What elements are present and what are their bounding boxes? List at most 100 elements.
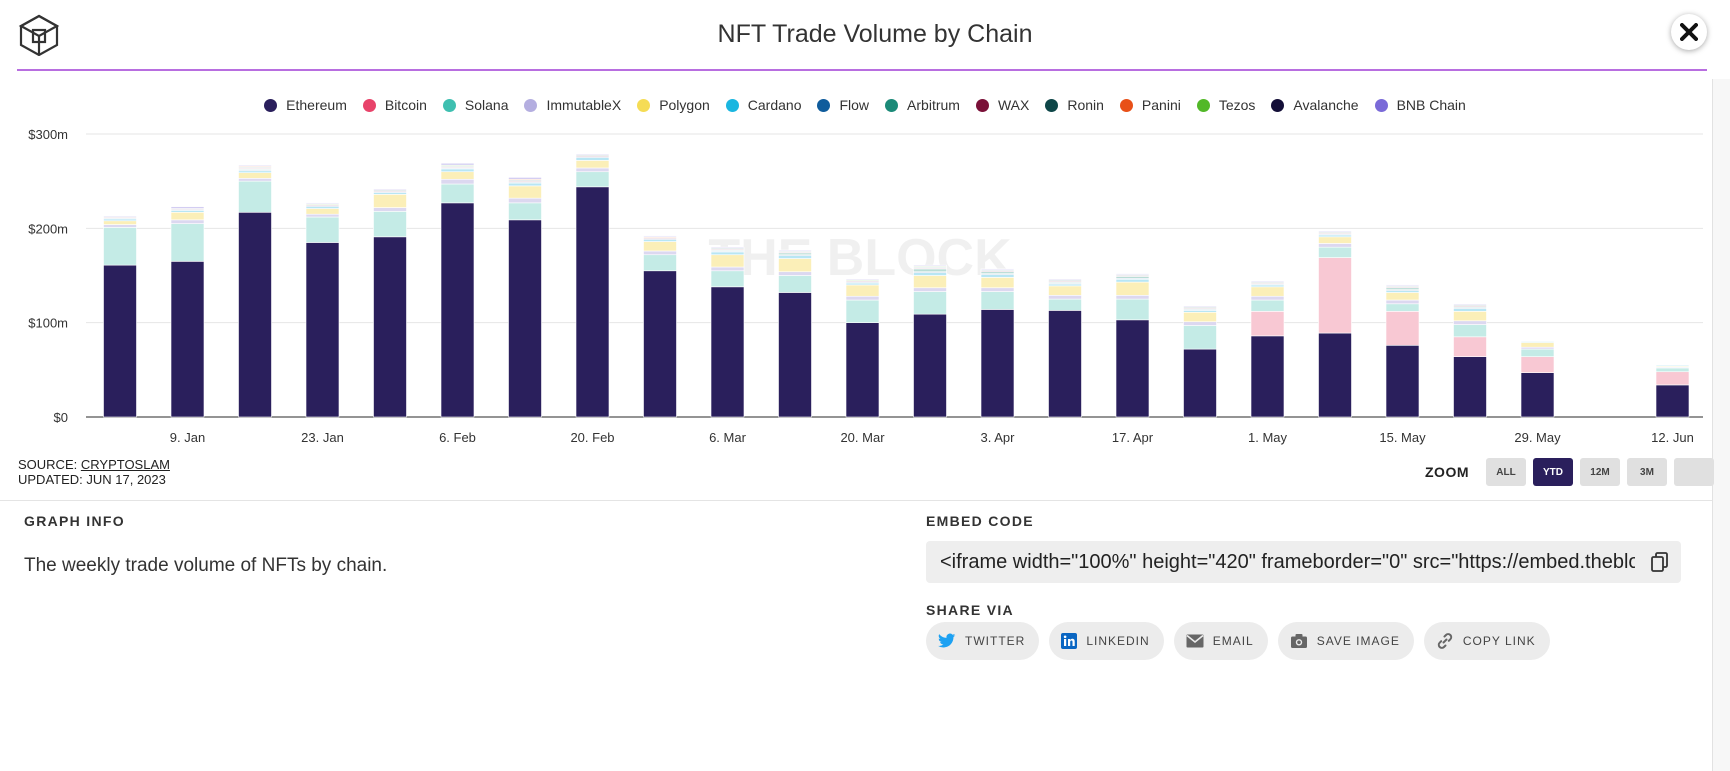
bar-segment-solana: [1048, 298, 1082, 311]
twitter-share-button[interactable]: TWITTER: [926, 622, 1040, 660]
legend-item-flow[interactable]: Flow: [817, 97, 869, 113]
bar-segment-solana: [238, 180, 272, 213]
zoom-3m-button[interactable]: 3M: [1627, 458, 1667, 486]
bar-segment-polygon: [913, 275, 947, 289]
legend-dot: [264, 98, 278, 112]
zoom-controls: ZOOM ALL YTD 12M 3M: [1425, 458, 1714, 486]
bar-segment-ethereum: [980, 309, 1015, 418]
bar-segment-solana: [913, 291, 947, 315]
bar-segment-ethereum: [1183, 348, 1217, 418]
bar-segment-bnb-chain: [170, 206, 205, 209]
bar-segment-polygon: [170, 211, 205, 221]
legend-item-ethereum[interactable]: Ethereum: [264, 97, 347, 113]
legend-dot: [362, 98, 376, 112]
bar-segment-solana: [373, 211, 407, 238]
source-link[interactable]: CRYPTOSLAM: [80, 457, 170, 472]
legend-item-bnb-chain[interactable]: BNB Chain: [1374, 97, 1466, 113]
bar-segment-solana: [170, 223, 205, 262]
legend-item-avalanche[interactable]: Avalanche: [1271, 97, 1359, 113]
bar-segment-solana: [1183, 325, 1217, 350]
legend-item-tezos[interactable]: Tezos: [1196, 97, 1256, 113]
bar-segment-ethereum: [103, 264, 137, 418]
bar-segment-polygon: [305, 208, 340, 215]
bar-segment-immutablex: [373, 207, 407, 212]
bar-segment-cardano: [980, 274, 1015, 278]
bar-segment-immutablex: [1318, 243, 1352, 248]
embed-code-heading: EMBED CODE: [926, 513, 1034, 529]
bar-segment-immutablex: [305, 213, 340, 218]
header: NFT Trade Volume by Chain: [0, 0, 1730, 71]
bar-segment-bnb-chain: [643, 235, 677, 238]
legend-item-arbitrum[interactable]: Arbitrum: [885, 97, 960, 113]
link-icon: [1437, 633, 1453, 649]
legend-item-panini[interactable]: Panini: [1119, 97, 1181, 113]
bar-segment-bitcoin: [1520, 356, 1555, 373]
bar-segment-immutablex: [1183, 321, 1217, 326]
zoom-ytd-button[interactable]: YTD: [1533, 458, 1573, 486]
bar-segment-polygon: [373, 194, 407, 208]
legend-item-ronin[interactable]: Ronin: [1045, 97, 1104, 113]
bar-segment-bnb-chain: [103, 215, 137, 218]
x-tick-label: 9. Jan: [170, 430, 205, 445]
bar-segment-polygon: [1048, 285, 1082, 296]
x-tick-label: 1. May: [1248, 430, 1288, 445]
legend-item-wax[interactable]: WAX: [975, 97, 1029, 113]
bar-segment-polygon: [980, 277, 1015, 289]
bar-segment-solana: [1385, 303, 1420, 312]
bar-segment-immutablex: [1250, 295, 1285, 301]
bar-segment-immutablex: [238, 178, 272, 182]
legend-label: Tezos: [1218, 97, 1256, 113]
bar-segment-cardano: [1655, 364, 1690, 367]
embed-code-text[interactable]: <iframe width="100%" height="420" frameb…: [940, 551, 1635, 573]
linkedin-share-button[interactable]: LINKEDIN: [1049, 622, 1164, 660]
bar-segment-cardano: [575, 157, 610, 161]
bar-segment-solana: [980, 291, 1015, 310]
embed-code-box[interactable]: <iframe width="100%" height="420" frameb…: [926, 541, 1681, 583]
twitter-icon: [938, 633, 956, 648]
copy-icon[interactable]: [1649, 551, 1671, 573]
bar-segment-solana: [710, 270, 745, 288]
legend-item-solana[interactable]: Solana: [442, 97, 508, 113]
zoom-extra-button[interactable]: [1674, 458, 1714, 486]
chart-legend: Ethereum Bitcoin Solana ImmutableX Polygon Ca…: [0, 97, 1730, 113]
legend-label: Polygon: [659, 97, 710, 113]
close-button[interactable]: [1671, 14, 1707, 50]
the-block-logo-icon[interactable]: [18, 14, 60, 56]
legend-dot: [885, 98, 899, 112]
legend-label: Avalanche: [1293, 97, 1359, 113]
bar-segment-immutablex: [575, 167, 610, 173]
bar-segment-cardano: [1115, 278, 1150, 283]
close-icon: [1680, 23, 1698, 41]
bar-segment-solana: [1453, 324, 1487, 338]
x-tick-label: 12. Jun: [1651, 430, 1694, 445]
bar-segment-solana: [1655, 367, 1690, 373]
bar-segment-bnb-chain: [778, 249, 812, 252]
bar-segment-bnb-chain: [1250, 280, 1285, 283]
bar-segment-bitcoin: [1250, 311, 1285, 337]
zoom-12m-button[interactable]: 12M: [1580, 458, 1620, 486]
legend-item-cardano[interactable]: Cardano: [725, 97, 801, 113]
scrollbar[interactable]: [1712, 79, 1730, 771]
email-share-button[interactable]: EMAIL: [1173, 622, 1268, 660]
save-image-button[interactable]: SAVE IMAGE: [1277, 622, 1414, 660]
bar-segment-polygon: [238, 172, 272, 179]
legend-item-immutablex[interactable]: ImmutableX: [524, 97, 621, 113]
zoom-label: ZOOM: [1425, 464, 1469, 480]
x-tick-label: 17. Apr: [1112, 430, 1154, 445]
bar-segment-ethereum: [643, 270, 677, 418]
bar-segment-bnb-chain: [305, 202, 340, 205]
copy-link-button[interactable]: COPY LINK: [1423, 622, 1550, 660]
bar-segment-immutablex: [170, 219, 205, 224]
bar-segment-polygon: [1318, 236, 1352, 244]
bar-segment-bnb-chain: [1385, 284, 1420, 287]
bar-segment-bnb-chain: [980, 268, 1015, 271]
legend-label: Ronin: [1067, 97, 1104, 113]
bar-segment-polygon: [1250, 286, 1285, 297]
legend-item-polygon[interactable]: Polygon: [637, 97, 710, 113]
bar-segment-solana: [1520, 348, 1555, 357]
zoom-all-button[interactable]: ALL: [1486, 458, 1526, 486]
bar-segment-arbitrum: [913, 268, 947, 273]
legend-item-bitcoin[interactable]: Bitcoin: [362, 97, 427, 113]
legend-dot: [725, 98, 739, 112]
twitter-label: TWITTER: [965, 634, 1026, 648]
